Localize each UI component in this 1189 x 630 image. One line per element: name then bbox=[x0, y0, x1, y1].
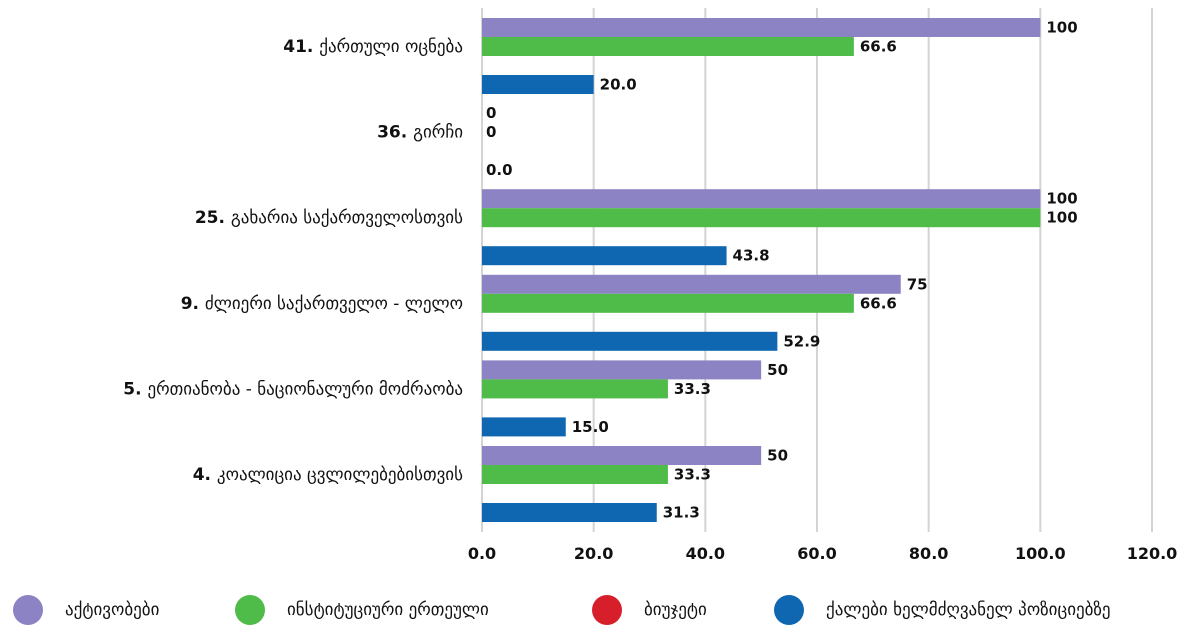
data-label: 100 bbox=[1046, 190, 1077, 208]
category-label: 25. გახარია საქართველოსთვის bbox=[195, 208, 463, 228]
category-label: 5. ერთიანობა - ნაციონალური მოძრაობა bbox=[123, 379, 463, 399]
bar bbox=[482, 208, 1041, 228]
data-label: 0 bbox=[486, 104, 496, 122]
bar bbox=[482, 75, 594, 94]
category-label: 36. გირჩი bbox=[377, 123, 463, 143]
data-label: 50 bbox=[767, 361, 788, 379]
category-labels: 41. ქართული ოცნება 36. გირჩი 25. გახარია ს… bbox=[123, 37, 463, 485]
data-label: 66.6 bbox=[860, 294, 897, 312]
category-number: 25. bbox=[195, 208, 231, 228]
category-name: ერთიანობა - ნაციონალური მოძრაობა bbox=[147, 379, 463, 399]
data-label: 43.8 bbox=[733, 247, 770, 265]
bar bbox=[482, 360, 762, 380]
legend-label: აქტივობები bbox=[65, 600, 160, 620]
legend-item: აქტივობები bbox=[13, 592, 159, 628]
bar-chart: 10066.620.0000.010010043.87566.652.95033… bbox=[123, 8, 1177, 563]
data-label: 31.3 bbox=[663, 504, 700, 522]
data-label: 100 bbox=[1046, 209, 1077, 227]
x-tick-label: 100.0 bbox=[1015, 544, 1066, 563]
legend: აქტივობები ინსტიტუციური ერთეული ბიუჯეტი ქალ… bbox=[0, 592, 1189, 628]
category-name: კოალიცია ცვლილებებისთვის bbox=[217, 465, 463, 485]
data-label: 66.6 bbox=[860, 38, 897, 56]
category-name: გახარია საქართველოსთვის bbox=[231, 208, 463, 228]
bar bbox=[482, 465, 668, 484]
data-label: 100 bbox=[1046, 19, 1077, 37]
bar bbox=[482, 293, 854, 313]
category-label: 9. ძლიერი საქართველო - ლელო bbox=[181, 294, 463, 314]
legend-item: ინსტიტუციური ერთეული bbox=[235, 592, 489, 628]
category-number: 5. bbox=[123, 379, 147, 399]
data-label: 50 bbox=[767, 447, 788, 465]
bars bbox=[482, 18, 1041, 522]
x-tick-label: 0.0 bbox=[468, 544, 496, 563]
bar bbox=[482, 18, 1041, 37]
bar bbox=[482, 417, 566, 437]
data-label: 20.0 bbox=[600, 76, 637, 94]
bar bbox=[482, 379, 668, 399]
legend-swatch bbox=[592, 595, 622, 625]
data-label: 15.0 bbox=[572, 418, 609, 436]
data-label: 33.3 bbox=[674, 380, 711, 398]
category-number: 41. bbox=[283, 37, 319, 57]
category-number: 36. bbox=[377, 123, 413, 143]
legend-item: ქალები ხელმძღვანელ პოზიციებზე bbox=[774, 592, 1111, 628]
legend-label: ქალები ხელმძღვანელ პოზიციებზე bbox=[826, 600, 1111, 620]
bar bbox=[482, 246, 727, 266]
x-tick-label: 80.0 bbox=[909, 544, 948, 563]
category-label: 4. კოალიცია ცვლილებებისთვის bbox=[193, 465, 463, 485]
bar bbox=[482, 189, 1041, 209]
gridlines bbox=[481, 8, 1153, 532]
legend-item: ბიუჯეტი bbox=[592, 592, 707, 628]
category-label: 41. ქართული ოცნება bbox=[283, 37, 463, 57]
category-name: ქართული ოცნება bbox=[319, 37, 463, 57]
category-name: გირჩი bbox=[413, 123, 463, 143]
x-tick-label: 120.0 bbox=[1127, 544, 1178, 563]
category-number: 9. bbox=[181, 294, 205, 314]
x-tick-label: 40.0 bbox=[686, 544, 725, 563]
legend-label: ბიუჯეტი bbox=[644, 600, 707, 620]
data-label: 0 bbox=[486, 123, 496, 141]
data-label: 52.9 bbox=[783, 332, 820, 350]
bar bbox=[482, 503, 657, 522]
data-label: 75 bbox=[907, 275, 928, 293]
bar bbox=[482, 37, 854, 56]
legend-swatch bbox=[13, 595, 43, 625]
data-label: 0.0 bbox=[486, 161, 513, 179]
category-number: 4. bbox=[193, 465, 217, 485]
legend-swatch bbox=[235, 595, 265, 625]
bar bbox=[482, 331, 778, 351]
bar bbox=[482, 446, 762, 465]
x-tick-label: 60.0 bbox=[797, 544, 836, 563]
value-labels: 10066.620.0000.010010043.87566.652.95033… bbox=[486, 19, 1078, 522]
bar bbox=[482, 274, 901, 294]
data-label: 33.3 bbox=[674, 466, 711, 484]
category-name: ძლიერი საქართველო - ლელო bbox=[205, 294, 463, 314]
legend-swatch bbox=[774, 595, 804, 625]
x-axis-ticks: 0.0 20.0 40.0 60.0 80.0 100.0 120.0 bbox=[468, 544, 1177, 563]
x-tick-label: 20.0 bbox=[574, 544, 613, 563]
legend-label: ინსტიტუციური ერთეული bbox=[287, 600, 489, 620]
